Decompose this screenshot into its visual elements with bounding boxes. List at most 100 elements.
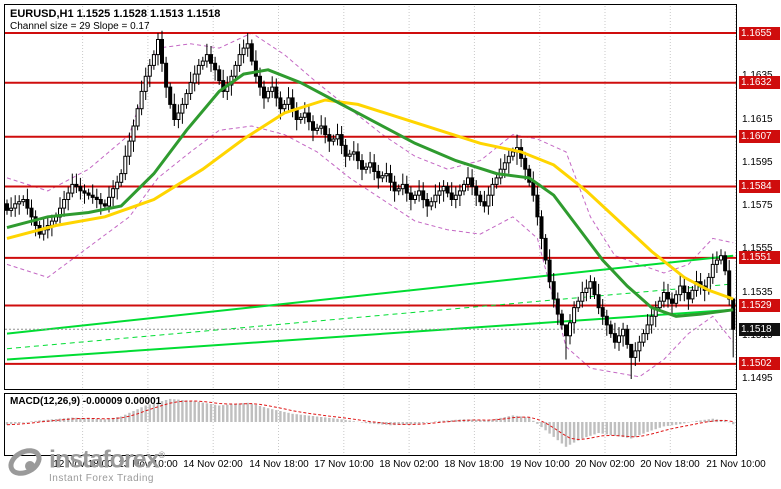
macd-histogram-bar: [670, 422, 674, 426]
price-chart-panel[interactable]: EURUSD,H1 1.1525 1.1528 1.1513 1.1518 Ch…: [4, 4, 737, 390]
macd-histogram-bar: [95, 418, 98, 422]
macd-histogram-bar: [450, 420, 453, 422]
macd-histogram-bar: [5, 422, 9, 425]
candle-body: [645, 324, 650, 335]
macd-histogram-bar: [320, 417, 323, 422]
macd-histogram-bar: [360, 422, 364, 423]
macd-histogram-bar: [352, 421, 355, 422]
candle-body: [156, 39, 160, 56]
candle-body: [641, 333, 646, 343]
macd-histogram-bar: [401, 422, 404, 425]
macd-histogram-bar: [328, 417, 331, 422]
macd-histogram-bar: [30, 421, 33, 422]
candle-body: [539, 216, 544, 239]
macd-histogram-bar: [169, 398, 172, 422]
macd-histogram-bar: [617, 422, 621, 437]
candle-body: [192, 73, 197, 84]
candle-body: [274, 86, 279, 99]
candle-body: [343, 144, 348, 157]
candle-body: [286, 97, 291, 105]
macd-histogram-bar: [552, 422, 555, 437]
price-tick-label: 1.1575: [742, 200, 773, 211]
time-label: 19 Nov 10:00: [510, 459, 570, 470]
time-axis[interactable]: 12 Nov 18:00 13 Nov 10:00 14 Nov 02:00 14 N…: [4, 459, 781, 473]
chart-header: EURUSD,H1 1.1525 1.1528 1.1513 1.1518 Ch…: [10, 8, 220, 32]
macd-histogram-bar: [589, 422, 592, 436]
candle-body: [368, 162, 373, 168]
macd-histogram-bar: [593, 422, 596, 435]
candle-body: [160, 39, 164, 64]
price-axis[interactable]: 1.16351.16151.15951.15751.15551.15351.15…: [738, 4, 781, 456]
candle-body: [360, 160, 364, 170]
candle-body: [66, 192, 71, 200]
sr-price-label: 1.1551: [739, 251, 780, 264]
candle-body: [327, 134, 332, 142]
candle-body: [462, 183, 466, 192]
macd-histogram-bar: [626, 422, 629, 438]
time-label: 20 Nov 02:00: [575, 459, 635, 470]
candle-body: [572, 307, 577, 324]
candle-body: [535, 194, 540, 218]
candle-body: [143, 75, 148, 92]
candle-body: [559, 313, 564, 326]
candle-body: [433, 194, 438, 203]
macd-histogram-bar: [266, 408, 270, 422]
macd-histogram-bar: [67, 417, 70, 422]
candle-body: [168, 86, 173, 105]
macd-histogram-bar: [519, 416, 523, 422]
trend-channel-line: [6, 283, 734, 350]
macd-histogram-bar: [197, 401, 200, 422]
macd-histogram-bar: [426, 422, 429, 423]
macd-histogram-bar: [79, 418, 82, 422]
macd-histogram-bar: [707, 419, 710, 423]
macd-histogram-bar: [14, 422, 17, 424]
candle-body: [674, 294, 679, 304]
price-tick-label: 1.1615: [742, 114, 773, 125]
macd-histogram-bar: [120, 416, 123, 422]
macd-histogram-bar: [42, 420, 45, 422]
candle-body: [139, 90, 144, 110]
macd-histogram-bar: [364, 422, 368, 424]
macd-histogram-bar: [495, 418, 498, 422]
candle-body: [608, 324, 613, 335]
candle-body: [425, 199, 430, 207]
macd-histogram-bar: [83, 418, 86, 422]
candle-body: [347, 153, 352, 157]
candle-body: [678, 285, 683, 296]
candle-body: [588, 281, 593, 289]
candle-body: [612, 333, 617, 343]
candle-body: [453, 194, 458, 200]
candle-body: [278, 97, 283, 110]
candle-body: [355, 151, 360, 162]
macd-signal-line: [6, 400, 734, 441]
macd-histogram-bar: [397, 422, 400, 425]
macd-histogram-bar: [405, 422, 408, 425]
macd-histogram-bar: [303, 415, 306, 422]
candle-body: [339, 134, 344, 146]
macd-histogram-bar: [116, 417, 119, 422]
macd-histogram-bar: [630, 422, 633, 439]
macd-histogram-bar: [348, 420, 351, 422]
macd-histogram-bar: [373, 422, 376, 424]
macd-histogram-bar: [254, 404, 258, 422]
macd-histogram-bar: [75, 417, 78, 422]
macd-histogram-bar: [417, 422, 421, 424]
macd-histogram-bar: [58, 418, 62, 422]
candle-body: [527, 168, 532, 183]
current-price-label: 1.1518: [739, 323, 780, 336]
macd-histogram-bar: [71, 417, 74, 422]
macd-histogram-bar: [621, 422, 625, 438]
macd-histogram-bar: [152, 403, 156, 422]
candle-body: [629, 343, 634, 358]
macd-histogram-bar: [160, 401, 164, 422]
candle-body: [388, 173, 393, 183]
candle-body: [323, 125, 328, 136]
candle-body: [306, 112, 311, 123]
candle-body: [727, 270, 732, 300]
macd-indicator-panel[interactable]: MACD(12,26,9) -0.00009 0.00001: [4, 393, 737, 456]
macd-histogram-bar: [650, 422, 653, 431]
candle-body: [682, 285, 687, 293]
macd-histogram-bar: [679, 422, 682, 425]
macd-histogram-bar: [646, 422, 649, 432]
instaforex-watermark: instaforex® Instant Forex Trading: [6, 442, 165, 484]
